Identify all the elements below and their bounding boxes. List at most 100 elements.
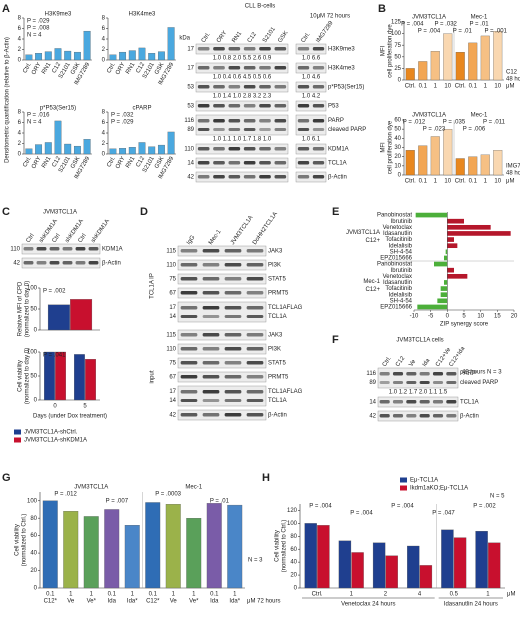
blot-band	[197, 85, 210, 89]
unit-label: μM	[506, 84, 514, 90]
bar	[138, 142, 146, 155]
legend-swatch	[14, 429, 21, 435]
bar	[437, 298, 448, 304]
blot-band	[202, 413, 220, 417]
bar	[493, 150, 503, 176]
protein-label: KDM1A	[102, 247, 123, 253]
bar	[447, 273, 468, 279]
protein-label: STAT5	[268, 361, 286, 367]
protein-label: TCL1AFLAG	[268, 389, 303, 395]
bar	[64, 50, 72, 61]
kda-label: 67	[169, 291, 176, 297]
panel-letter: D	[140, 206, 148, 218]
y-axis-label: (normalized to day 0)	[25, 348, 31, 404]
y-tick-label: 0	[34, 398, 38, 404]
kda-label: 14	[187, 161, 194, 167]
bar	[148, 53, 156, 61]
blot-band	[224, 399, 242, 402]
densitometry-values: 1.0 4.6	[302, 75, 321, 81]
blot-band	[202, 263, 220, 267]
y-tick-label: 80	[290, 534, 297, 540]
blot-band	[75, 247, 86, 251]
blot-band	[274, 161, 287, 165]
bar	[25, 148, 33, 155]
x-tick-label: Ida*	[127, 599, 138, 605]
annotation: P = .012	[403, 120, 426, 126]
blot-band	[49, 261, 60, 265]
x-tick-label: 15	[494, 314, 501, 320]
blot-band	[202, 333, 220, 337]
bar	[455, 52, 465, 81]
section-label: input	[150, 370, 156, 383]
blot-band	[202, 291, 220, 295]
lane-label: Ve	[408, 358, 417, 368]
bar	[104, 509, 120, 589]
blot-band	[228, 161, 241, 165]
blot-frame	[377, 396, 459, 408]
x-tick-label: 0	[446, 314, 450, 320]
bar	[317, 525, 330, 589]
blot-band	[259, 47, 271, 51]
blot-band	[197, 128, 210, 131]
category-label: Ibrutinib	[391, 219, 413, 225]
blot-band	[180, 277, 198, 281]
category-label: Idasanutlin	[383, 231, 412, 237]
x-tick-label: -5	[428, 314, 434, 320]
group-label: Mec-1	[471, 15, 488, 21]
y-axis-label: Densitometric quantification (relative t…	[5, 37, 11, 163]
y-tick-label: 4	[18, 37, 22, 43]
protein-label: STAT5	[268, 277, 286, 283]
blot-band	[243, 47, 256, 51]
blot-band	[312, 119, 325, 123]
blot-band	[213, 85, 225, 89]
annotation: P = .035	[443, 120, 466, 126]
kda-label: 116	[366, 371, 376, 377]
blot-band	[243, 128, 256, 131]
y-tick-label: 100	[27, 350, 38, 356]
bar	[138, 47, 146, 61]
x-tick-label: Ve*	[189, 599, 199, 605]
annotation: P = .029	[111, 120, 134, 126]
blot-frame	[21, 257, 101, 269]
x-tick-label: C12	[51, 155, 62, 168]
kda-label: 42	[169, 413, 176, 419]
blot-frame	[195, 114, 289, 136]
annotation: P = .012	[54, 492, 77, 498]
x-tick-label: 4	[418, 592, 422, 598]
blot-band	[202, 347, 220, 351]
y-tick-label: 20	[394, 154, 401, 160]
blot-band	[246, 291, 264, 295]
bar	[304, 523, 317, 589]
lane-label: IgG	[186, 234, 197, 246]
annotation: P = .004	[401, 22, 424, 28]
y-tick-label: 50	[30, 307, 37, 313]
dose-label: 0.1	[149, 592, 158, 598]
y-tick-label: 50	[394, 54, 401, 60]
blot-band	[49, 247, 60, 251]
dose-label: 0.1	[108, 592, 117, 598]
blot-band	[197, 47, 210, 51]
protein-label: PARP	[460, 371, 476, 377]
blot-band	[312, 161, 325, 165]
y-tick-label: 60	[30, 533, 37, 539]
dose-label: 1	[172, 592, 176, 598]
blot-band	[243, 119, 256, 123]
bar	[47, 304, 70, 331]
blot-band	[23, 261, 34, 265]
y-tick-label: 25	[394, 66, 401, 72]
blot-band	[228, 85, 241, 89]
chart-title: cPARP	[133, 106, 152, 112]
blot-band	[224, 390, 242, 394]
protein-label: TCL1A	[268, 398, 287, 404]
blot-band	[224, 291, 242, 295]
blot-band	[180, 361, 198, 365]
group-label: JVM3TCL1A	[346, 230, 380, 236]
bar	[441, 529, 454, 589]
kda-label: 110	[184, 147, 194, 153]
blot-band	[312, 128, 325, 131]
bar	[54, 48, 62, 61]
x-tick-label: GSK	[70, 62, 82, 76]
panel-letter: A	[2, 3, 10, 15]
densitometry-values: 1.0 0.8 2.0 5.5 2.6 0.9	[213, 56, 272, 62]
annotation: N = 4	[27, 33, 42, 39]
